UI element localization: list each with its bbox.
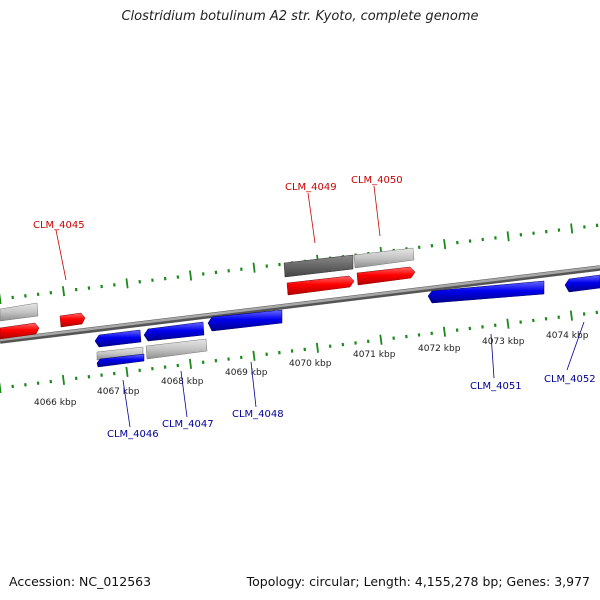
gene-label: CLM_4045	[33, 220, 85, 231]
leader-line	[122, 379, 131, 428]
gene-label: CLM_4051	[470, 381, 522, 392]
leader-line	[490, 333, 495, 379]
scale-label: 4071 kbp	[353, 350, 396, 360]
gene-label: CLM_4050	[351, 175, 403, 186]
scale-label: 4067 kbp	[97, 387, 140, 397]
gene-label: CLM_4049	[285, 182, 337, 193]
gene-arrow	[427, 280, 545, 304]
gene-label: CLM_4048	[232, 409, 284, 420]
major-tick	[442, 326, 446, 337]
major-tick	[443, 239, 447, 250]
gene-arrow	[0, 322, 40, 340]
accession-text: Accession: NC_012563	[9, 574, 152, 589]
scale-label: 4073 kbp	[482, 337, 525, 347]
scale-label: 4072 kbp	[418, 344, 461, 354]
backbone	[0, 265, 600, 344]
map-title: Clostridium botulinum A2 str. Kyoto, com…	[121, 9, 479, 24]
major-tick	[61, 374, 66, 386]
leader-line	[373, 185, 381, 237]
major-tick	[189, 270, 193, 281]
leader-line	[566, 321, 585, 371]
gene-arrow	[143, 321, 205, 342]
major-tick	[125, 366, 129, 377]
major-tick	[379, 334, 383, 345]
gene-arrow	[0, 302, 39, 322]
major-tick	[506, 231, 510, 242]
major-tick	[315, 342, 319, 353]
major-tick	[570, 223, 574, 234]
gene-arrow	[94, 329, 142, 348]
major-tick	[569, 310, 573, 321]
scale-label: 4066 kbp	[34, 398, 77, 408]
leader-line	[55, 229, 67, 281]
reverse-strand-features	[94, 274, 600, 368]
forward-strand-features	[0, 247, 416, 340]
gene-arrow	[356, 266, 416, 286]
gene-label: CLM_4052	[544, 374, 596, 385]
major-tick	[188, 358, 192, 369]
major-tick	[252, 350, 256, 361]
leader-lines	[55, 185, 585, 428]
major-tick	[0, 293, 2, 305]
scale-label: 4074 kbp	[546, 331, 589, 341]
gene-arrow	[145, 338, 208, 360]
scale-label: 4070 kbp	[289, 359, 332, 369]
leader-line	[180, 370, 188, 418]
genome-summary-text: Topology: circular; Length: 4,155,278 bp…	[246, 574, 590, 589]
gene-arrow	[59, 312, 86, 328]
major-tick	[0, 382, 2, 394]
major-tick	[252, 262, 256, 273]
major-tick	[125, 278, 129, 289]
scale-label: 4069 kbp	[225, 368, 268, 378]
inner-tick-track	[0, 310, 599, 394]
gene-arrow	[283, 254, 354, 278]
gene-arrow	[286, 275, 355, 296]
gene-label: CLM_4046	[107, 429, 159, 440]
outer-tick-track	[0, 223, 599, 305]
gene-arrow	[564, 274, 600, 293]
gene-arrow	[96, 353, 145, 368]
gene-label: CLM_4047	[162, 419, 214, 430]
leader-line	[250, 361, 257, 408]
major-tick	[62, 286, 66, 297]
gene-labels: CLM_4045 CLM_4049 CLM_4050 CLM_4046 CLM_…	[33, 175, 596, 440]
gene-arrow	[353, 247, 415, 269]
gene-arrow	[207, 309, 283, 332]
major-tick	[506, 318, 510, 329]
leader-line	[307, 192, 316, 244]
